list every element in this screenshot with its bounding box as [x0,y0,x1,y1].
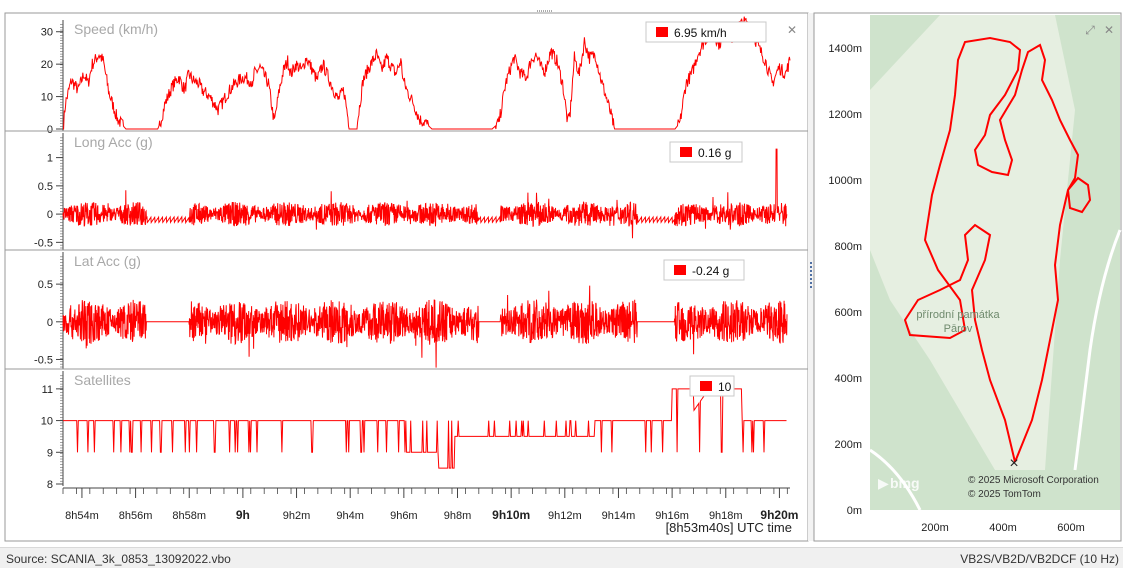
speed-y-tick-label: 0 [47,124,53,136]
satellites-y-tick-label: 9 [47,447,53,459]
lat-acc-y-tick-label: 0.5 [38,279,53,291]
device-label: VB2S/VB2D/VB2DCF (10 Hz) [960,552,1119,566]
map-x-tick-label: 400m [989,522,1017,534]
speed-trace [63,16,791,130]
lat-acc-readout-value: -0.24 g [692,264,729,278]
time-tick-label: 9h8m [444,510,472,522]
bing-logo-mark: ▶ [878,475,889,491]
speed-y-tick-label: 30 [41,27,53,39]
chart-panels: 0 10 20 30 Speed (km/h) 6.95 km/h ✕ -0.5 0 0.5 1 Lo… [5,16,808,491]
time-tick-label: 9h2m [283,510,311,522]
time-tick-label: 9h6m [390,510,418,522]
map-y-tick-label: 400m [834,373,862,385]
map-y-tick-label: 600m [834,307,862,319]
time-tick-label: 9h16m [655,510,689,522]
map-y-axis: 1400m 1200m 1000m 800m 600m 400m 200m 0m [828,43,862,517]
satellites-y-tick-label: 8 [47,479,53,491]
map-copyright-2: © 2025 TomTom [968,489,1041,500]
speed-readout-value: 6.95 km/h [674,26,727,40]
time-tick-label: 9h14m [602,510,636,522]
speed-y-tick-label: 10 [41,92,53,104]
satellites-title: Satellites [74,372,131,388]
long-acc-legend-swatch [680,147,692,157]
map-road-2 [869,448,922,511]
long-acc-y-tick-label: 1 [47,153,53,165]
vertical-splitter[interactable] [808,13,814,541]
time-axis-ticks [62,488,788,494]
satellites-trace [63,388,787,469]
map-start-marker: × [1009,455,1018,472]
time-tick-label: 9h [236,508,250,522]
chart-stack: 0 10 20 30 Speed (km/h) 6.95 km/h ✕ -0.5 0 0.5 1 Lo… [4,10,1122,542]
time-tick-label: 8h56m [119,510,153,522]
map-y-tick-label: 200m [834,439,862,451]
speed-legend-swatch [656,27,668,37]
lat-acc-y-tick-label: 0 [47,317,53,329]
map-y-tick-label: 1400m [828,43,862,55]
lat-acc-trace [62,285,788,368]
long-acc-y-tick-label: 0 [47,209,53,221]
satellites-panel[interactable]: 8 9 10 11 Satellites 10 [5,368,808,491]
time-axis-labels: 8h54m 8h56m 8h58m 9h 9h2m 9h4m 9h6m 9h8m 9h10m 9h… [65,488,798,522]
map-x-tick-label: 200m [921,522,949,534]
long-acc-trace [62,148,788,239]
map-forest-area [870,15,1075,470]
track-map[interactable]: přírodní památka Pārov × 1400m 1200m 1000m… [813,12,1122,542]
map-copyright-1: © 2025 Microsoft Corporation [968,475,1099,486]
long-acc-readout-value: 0.16 g [698,146,731,160]
time-tick-label: 9h12m [548,510,582,522]
time-tick-label: 9h20m [760,508,798,522]
lat-acc-title: Lat Acc (g) [74,253,141,269]
time-tick-label: 9h10m [492,508,530,522]
speed-readout-box [645,21,767,43]
map-y-tick-label: 0m [847,505,862,517]
bing-logo: bing [890,475,920,491]
time-tick-label: 9h18m [709,510,743,522]
map-y-tick-label: 800m [834,241,862,253]
satellites-readout-value: 10 [718,380,732,394]
time-tick-label: 8h58m [172,510,206,522]
map-place-label: přírodní památka [916,309,1000,321]
long-acc-y-tick-label: -0.5 [34,237,53,249]
gps-track [903,36,1092,463]
source-file-label: Source: SCANIA_3k_0853_13092022.vbo [6,552,231,566]
time-tick-label: 9h4m [336,510,364,522]
close-icon[interactable]: ✕ [787,23,797,37]
map-y-tick-label: 1000m [828,175,862,187]
satellites-legend-swatch [700,381,712,391]
status-bar: Source: SCANIA_3k_0853_13092022.vbo VB2S… [0,547,1123,568]
lat-acc-panel[interactable]: -0.5 0 0.5 Lat Acc (g) -0.24 g [5,249,808,369]
lat-acc-legend-swatch [674,265,686,275]
speed-panel[interactable]: 0 10 20 30 Speed (km/h) 6.95 km/h ✕ [41,16,797,136]
time-tick-label: 8h54m [65,510,99,522]
map-close-icon[interactable]: ✕ [1104,23,1114,37]
map-place-label-2: Pārov [944,323,973,335]
map-expand-icon[interactable]: ⤢ [1084,23,1095,37]
long-acc-title: Long Acc (g) [74,134,153,150]
time-axis: 8h54m 8h56m 8h58m 9h 9h2m 9h4m 9h6m 9h8m 9h10m 9h… [62,487,798,535]
long-acc-panel[interactable]: -0.5 0 0.5 1 Long Acc (g) 0.16 g [5,130,808,250]
speed-title: Speed (km/h) [74,21,158,37]
cursor-time-label: [8h53m40s] UTC time [666,520,792,535]
satellites-y-tick-label: 11 [42,384,53,396]
map-x-tick-label: 600m [1057,522,1085,534]
speed-y-tick-label: 20 [41,59,53,71]
long-acc-y-tick-label: 0.5 [38,181,53,193]
map-x-axis: 200m 400m 600m [921,522,1085,534]
map-y-tick-label: 1200m [828,109,862,121]
satellites-y-tick-label: 10 [41,416,53,428]
lat-acc-y-tick-label: -0.5 [34,354,53,366]
map-road [1073,229,1122,471]
